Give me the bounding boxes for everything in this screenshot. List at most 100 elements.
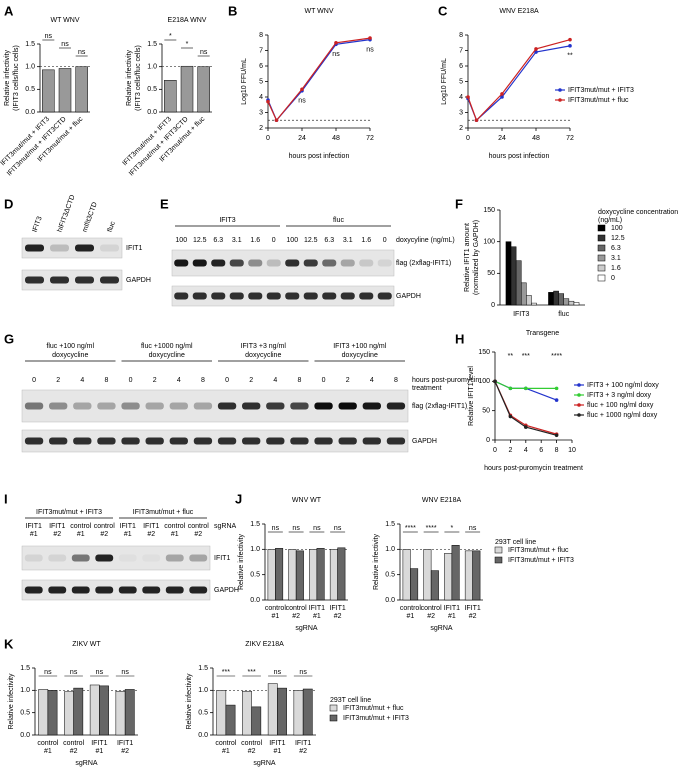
blot-band [48,554,67,562]
lane-label: 0 [322,377,326,384]
data-point [508,386,513,391]
series-line [467,39,571,122]
bar [216,690,227,736]
x-tick-label: #1 [271,613,279,620]
significance-label: ns [274,669,282,676]
x-axis-label: hours post infection [289,153,350,160]
blot-band [303,292,318,300]
blot-band [97,437,116,445]
blot-band [340,259,355,267]
x-axis-label: sgRNA [430,625,453,632]
lane-label: IFIT1 [143,523,159,530]
bar [47,690,58,736]
y-tick-label: 7 [459,47,463,54]
y-axis-label: Relative infectivity [373,533,380,590]
group-label: fluc +100 ng/ml [46,343,94,350]
bar [430,570,439,601]
x-tick-label: 48 [332,135,340,142]
y-tick-label: 0 [491,302,495,309]
bar [410,568,419,601]
row-label: GAPDH [214,587,239,594]
lane-label: control [164,523,185,530]
y-axis-label: Relative IFIT1 amount [464,223,471,292]
blot-band [121,437,140,445]
panel-letter: F [455,196,463,211]
x-axis-label: Transgene [526,330,559,337]
lane-label: 1.6 [361,237,371,244]
bar [275,548,284,601]
blot-band [266,259,281,267]
blot-band [75,244,94,252]
significance-label: ns [299,669,307,676]
blot-band [266,292,281,300]
data-point [524,386,528,391]
blot-band [211,259,226,267]
blot-band [266,437,285,445]
legend-title: (ng/mL) [598,217,622,224]
blot-band [174,259,189,267]
legend-label: fluc + 100 ng/ml doxy [587,402,654,409]
group-label: IFIT3mut/mut + IFIT3 [36,509,102,516]
blot-band [73,402,92,410]
row-label: IFIT1 [126,245,142,252]
significance-label: ** [508,353,514,360]
significance-label: *** [248,669,256,676]
group-label: IFIT3 +100 ng/ml [333,343,387,350]
x-tick-label: #2 [427,613,435,620]
x-tick-label: IFIT1 [269,740,285,747]
legend-label: 0 [611,275,615,282]
y-tick-label: 0 [486,437,490,444]
y-tick-label: 100 [478,378,490,385]
y-tick-label: 6 [259,63,263,70]
y-axis-label: Relative IFIT1 level [468,366,475,426]
y-tick-label: 0.0 [25,109,35,116]
lane-label: 0 [383,237,387,244]
significance-label: *** [222,669,230,676]
bar [267,549,276,601]
group-label: fluc [333,217,344,224]
blot-band [266,402,285,410]
panel-letter: E [160,196,169,211]
y-tick-label: 2 [259,125,263,132]
legend-label: IFIT3mut/mut + IFIT3 [508,557,574,564]
legend-swatch [597,254,606,262]
significance-label: ns [334,525,342,532]
significance-label: ns [272,525,280,532]
blot-band [25,276,44,284]
legend-label: 3.1 [611,255,621,262]
row-label: GAPDH [412,438,437,445]
group-label: fluc +1000 ng/ml [141,343,193,350]
data-point [266,99,270,104]
panel-letter: G [4,331,14,346]
blot-background [21,429,409,453]
lane-label: #1 [124,531,132,538]
blot-band [24,554,43,562]
y-tick-label: 0.5 [147,86,157,93]
y-axis-label: (IFIT3 cells/fluc cells) [135,45,142,111]
significance-label: * [169,33,172,40]
blot-background [21,579,211,601]
x-tick-label: #2 [292,613,300,620]
bar [337,547,346,601]
lane-label: 2 [153,377,157,384]
bar [573,302,580,306]
significance-label: **** [551,353,562,360]
blot-band [165,586,184,594]
x-tick-label: IFIT1 [464,605,480,612]
bar [531,302,537,306]
blot-background [21,269,123,291]
blot-band [189,554,208,562]
lane-label: 2 [56,377,60,384]
y-axis-label: Log10 FFU/mL [241,58,248,105]
data-point [554,433,559,438]
bar [42,69,55,113]
x-tick-label: control [241,740,262,747]
blot-band [121,402,140,410]
group-label: IFIT3mut/mut + fluc [133,509,194,516]
blot-band [217,437,237,445]
blot-band [248,259,263,267]
blot-band [97,402,116,410]
legend-label: IFIT3mut/mut + fluc [343,705,404,712]
bar [197,66,210,113]
